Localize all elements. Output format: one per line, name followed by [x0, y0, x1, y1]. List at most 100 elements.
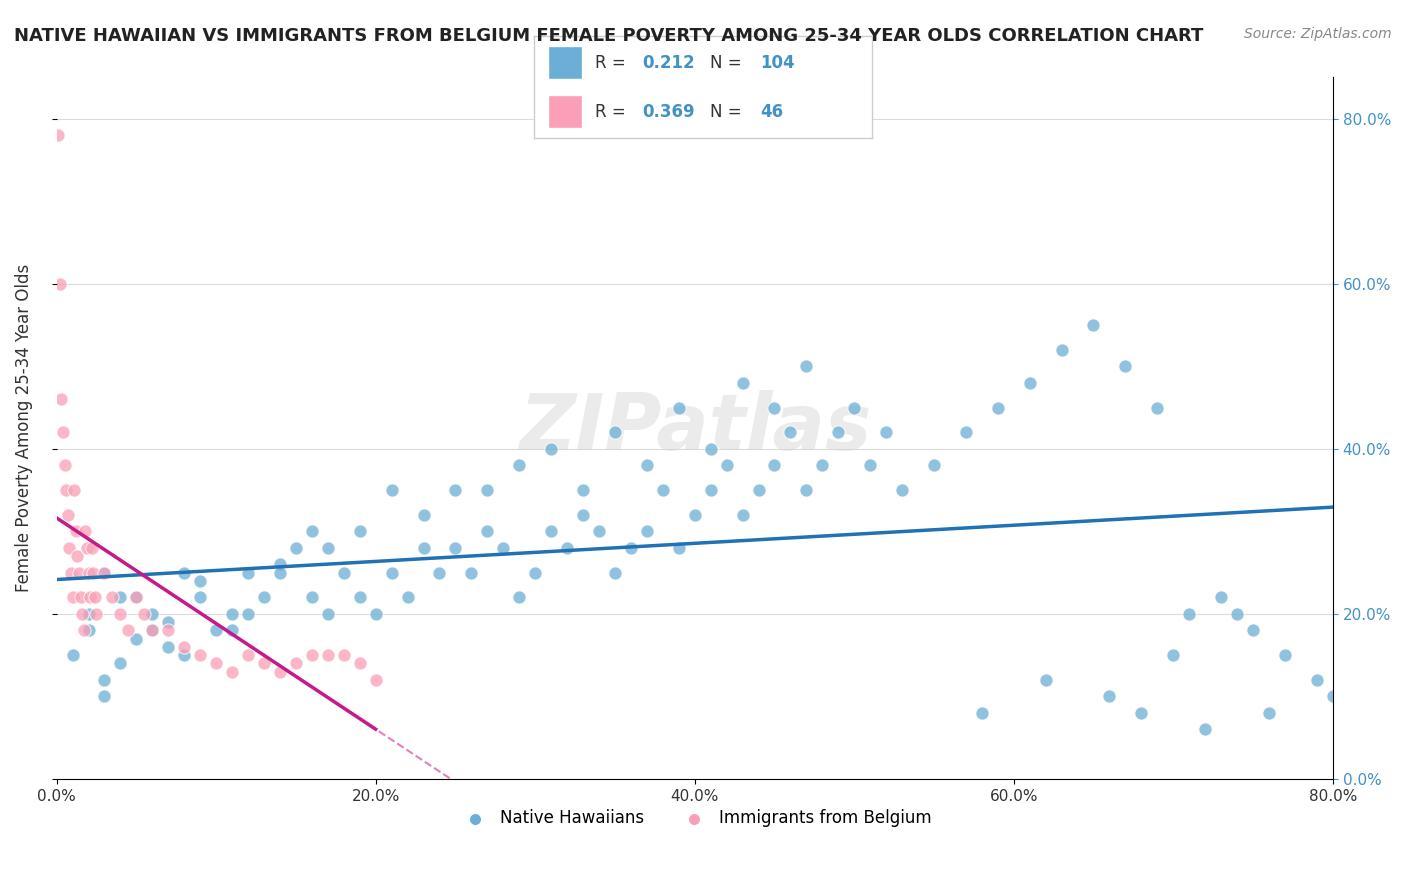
Point: [844, 401, 866, 415]
Point: [101, 591, 124, 605]
Point: [62, 648, 84, 662]
Point: [51, 392, 73, 407]
Point: [444, 483, 467, 497]
Point: [49, 277, 72, 291]
Point: [63, 483, 86, 497]
Point: [77, 624, 100, 638]
Point: [1211, 591, 1233, 605]
Point: [66, 549, 89, 563]
Point: [205, 657, 228, 671]
Point: [412, 508, 434, 522]
FancyBboxPatch shape: [548, 95, 582, 128]
Text: N =: N =: [710, 103, 747, 120]
Point: [699, 442, 721, 456]
Point: [603, 425, 626, 440]
Point: [125, 632, 148, 646]
Point: [1146, 401, 1168, 415]
Point: [1130, 706, 1153, 720]
Point: [77, 607, 100, 621]
Point: [875, 425, 897, 440]
Point: [1114, 359, 1136, 374]
Point: [141, 607, 163, 621]
Point: [110, 607, 132, 621]
Point: [205, 624, 228, 638]
Point: [1194, 723, 1216, 737]
Point: [173, 640, 195, 654]
Point: [236, 648, 259, 662]
Point: [316, 607, 339, 621]
Point: [82, 566, 104, 580]
Point: [80, 541, 103, 555]
Point: [683, 508, 706, 522]
Point: [922, 458, 945, 473]
Point: [603, 566, 626, 580]
Point: [86, 607, 108, 621]
Text: 0.369: 0.369: [643, 103, 695, 120]
Point: [1258, 706, 1281, 720]
Point: [332, 566, 354, 580]
Text: NATIVE HAWAIIAN VS IMMIGRANTS FROM BELGIUM FEMALE POVERTY AMONG 25-34 YEAR OLDS : NATIVE HAWAIIAN VS IMMIGRANTS FROM BELGI…: [14, 27, 1204, 45]
Point: [1226, 607, 1249, 621]
Point: [125, 591, 148, 605]
Point: [668, 401, 690, 415]
Point: [1083, 318, 1105, 332]
Point: [125, 591, 148, 605]
Point: [540, 524, 562, 539]
Point: [731, 376, 754, 390]
Point: [955, 425, 977, 440]
Point: [93, 566, 115, 580]
Point: [59, 566, 82, 580]
Point: [134, 607, 156, 621]
Point: [508, 591, 530, 605]
Point: [1018, 376, 1040, 390]
Point: [636, 524, 658, 539]
Text: 104: 104: [761, 54, 794, 72]
Point: [987, 401, 1010, 415]
Point: [636, 458, 658, 473]
Point: [269, 566, 291, 580]
Point: [572, 483, 595, 497]
Point: [1274, 648, 1296, 662]
Point: [763, 458, 786, 473]
Point: [284, 657, 307, 671]
Point: [188, 574, 211, 588]
Point: [67, 566, 90, 580]
Text: ZIPatlas: ZIPatlas: [519, 390, 870, 467]
Point: [53, 458, 76, 473]
Point: [970, 706, 993, 720]
Point: [364, 673, 387, 687]
Point: [699, 483, 721, 497]
Point: [1050, 343, 1073, 357]
Point: [555, 541, 578, 555]
Point: [236, 566, 259, 580]
Point: [73, 624, 96, 638]
Point: [349, 524, 371, 539]
Point: [65, 524, 87, 539]
Point: [69, 591, 91, 605]
Point: [1161, 648, 1184, 662]
Point: [1241, 624, 1264, 638]
Point: [349, 657, 371, 671]
Point: [460, 566, 482, 580]
Point: [110, 657, 132, 671]
Text: R =: R =: [595, 54, 631, 72]
Point: [668, 541, 690, 555]
Text: R =: R =: [595, 103, 631, 120]
Point: [859, 458, 882, 473]
Point: [269, 558, 291, 572]
Text: N =: N =: [710, 54, 747, 72]
Point: [58, 541, 80, 555]
Point: [1098, 690, 1121, 704]
Point: [316, 541, 339, 555]
Point: [253, 657, 276, 671]
Point: [811, 458, 834, 473]
Point: [75, 524, 97, 539]
Point: [157, 624, 180, 638]
Point: [236, 607, 259, 621]
Point: [763, 401, 786, 415]
Point: [524, 566, 547, 580]
Point: [221, 624, 243, 638]
Point: [620, 541, 643, 555]
Point: [173, 648, 195, 662]
Point: [62, 591, 84, 605]
